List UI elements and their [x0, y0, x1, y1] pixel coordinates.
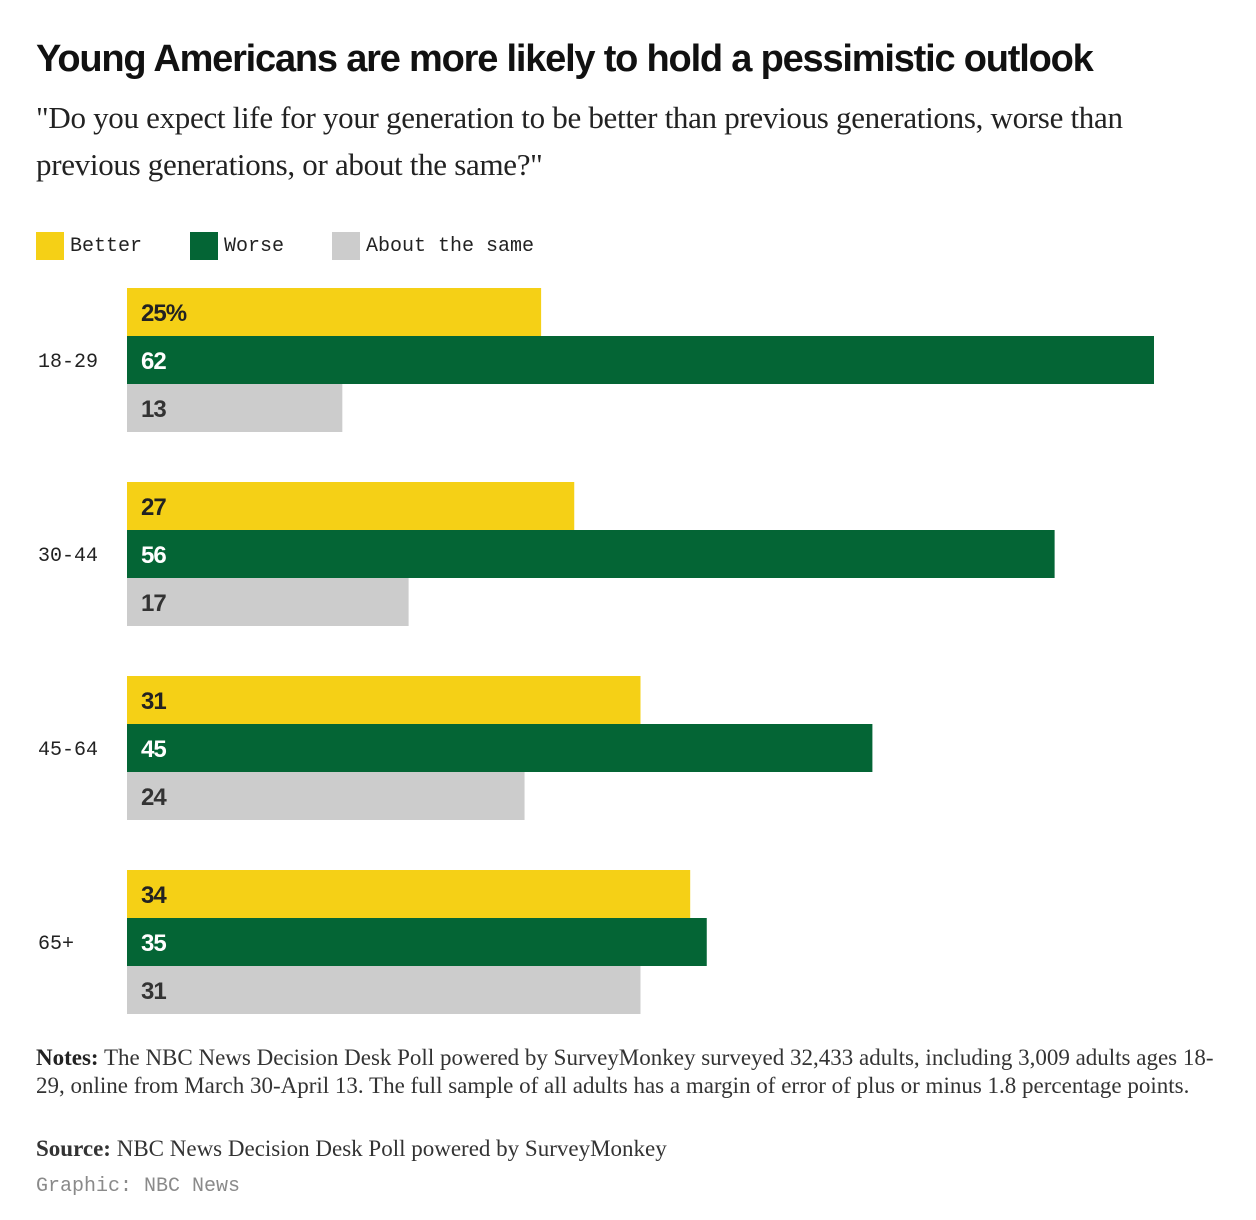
bar-chart: 18-29 25% 62 13 30-44 27 56 17 45-64 31 45 24 65+ 34 3…: [38, 288, 1154, 1014]
legend-label-same: About the same: [366, 234, 535, 258]
bar-label-worse-65+: 35: [141, 930, 166, 957]
bar-label-better-45-64: 31: [141, 688, 166, 715]
chart-title: Young Americans are more likely to hold …: [36, 38, 1094, 80]
category-label-65+: 65+: [38, 933, 74, 956]
bar-same-18-29: [127, 384, 343, 432]
chart-notes: Notes: The NBC News Decision Desk Poll p…: [36, 1044, 1216, 1100]
bar-better-45-64: [127, 676, 641, 724]
bar-better-18-29: [127, 288, 542, 336]
bar-same-45-64: [127, 772, 525, 820]
bar-label-same-65+: 31: [141, 978, 166, 1005]
bar-label-worse-30-44: 56: [141, 542, 166, 569]
bar-worse-30-44: [127, 530, 1055, 578]
legend: Better Worse About the same: [36, 232, 582, 260]
legend-swatch-same: [332, 232, 361, 260]
bar-worse-18-29: [127, 336, 1154, 384]
bar-label-better-30-44: 27: [141, 494, 166, 521]
legend-swatch-worse: [190, 232, 219, 260]
source-label: Source:: [36, 1136, 111, 1161]
bar-label-better-65+: 34: [141, 882, 167, 909]
legend-label-better: Better: [70, 234, 143, 258]
category-label-30-44: 30-44: [38, 545, 98, 568]
legend-item-better: Better: [36, 232, 142, 260]
legend-item-worse: Worse: [190, 232, 284, 260]
bar-better-30-44: [127, 482, 575, 530]
chart-subtitle: "Do you expect life for your generation …: [36, 100, 1123, 182]
chart-credit: Graphic: NBC News: [36, 1175, 241, 1198]
bar-label-same-18-29: 13: [141, 396, 166, 423]
bar-label-same-30-44: 17: [141, 590, 166, 617]
bar-label-better-18-29: 25%: [141, 300, 187, 327]
bar-worse-45-64: [127, 724, 873, 772]
legend-item-same: About the same: [332, 232, 534, 260]
bar-label-same-45-64: 24: [141, 784, 167, 811]
category-label-45-64: 45-64: [38, 739, 98, 762]
bar-better-65+: [127, 870, 691, 918]
legend-label-worse: Worse: [224, 234, 285, 258]
source-text: NBC News Decision Desk Poll powered by S…: [116, 1136, 667, 1161]
bar-worse-65+: [127, 918, 707, 966]
bar-label-worse-18-29: 62: [141, 348, 166, 375]
bar-same-65+: [127, 966, 641, 1014]
notes-text: The NBC News Decision Desk Poll powered …: [36, 1045, 1214, 1098]
category-label-18-29: 18-29: [38, 351, 98, 374]
chart-source: Source: NBC News Decision Desk Poll powe…: [36, 1136, 667, 1162]
legend-swatch-better: [36, 232, 64, 260]
bar-same-30-44: [127, 578, 409, 626]
notes-label: Notes:: [36, 1045, 99, 1070]
bar-label-worse-45-64: 45: [141, 736, 166, 763]
